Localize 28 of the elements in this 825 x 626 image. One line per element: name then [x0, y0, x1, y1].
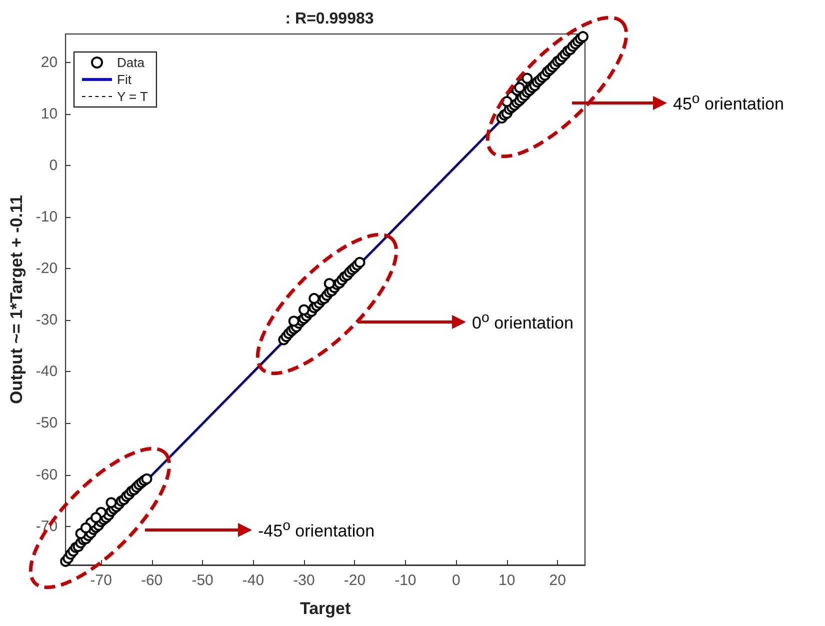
y-tick-label: -20: [36, 260, 58, 278]
x-tick-label: 10: [498, 572, 516, 589]
x-tick-label: -30: [293, 572, 315, 589]
annotation: -45$^{o}$ orientation: [258, 518, 375, 542]
y-tick-label: -40: [36, 363, 58, 380]
text: 45$^{o}$ orientation: [673, 91, 784, 115]
x-tick-label: 20: [549, 572, 566, 589]
y-tick-label: -60: [36, 466, 58, 484]
legend-label: Y = T: [117, 89, 148, 104]
x-tick-label: 0: [452, 572, 460, 589]
chart-title: : R=0.99983: [285, 10, 374, 28]
x-tick-label: -70: [90, 572, 112, 589]
x-tick-label: -10: [394, 572, 416, 589]
y-tick-label: 0: [49, 156, 58, 174]
x-tick-label: -40: [242, 572, 264, 589]
y-tick-label: 20: [40, 54, 58, 71]
y-axis-title: Output ~= 1*Target + -0.11: [7, 195, 26, 404]
y-tick-label: 10: [40, 105, 58, 122]
x-tick-label: -60: [140, 572, 163, 589]
legend-label: Data: [117, 55, 146, 70]
x-axis-title: Target: [300, 599, 351, 618]
x-tick-label: -20: [344, 572, 366, 589]
y-tick-label: -50: [36, 414, 58, 432]
annotation: 0$^{o}$ orientation: [472, 310, 574, 334]
legend-label: Fit: [117, 72, 132, 87]
x-tick-label: -50: [192, 572, 214, 589]
y-tick-label: -30: [36, 312, 58, 329]
y-tick-label: -10: [36, 208, 58, 226]
